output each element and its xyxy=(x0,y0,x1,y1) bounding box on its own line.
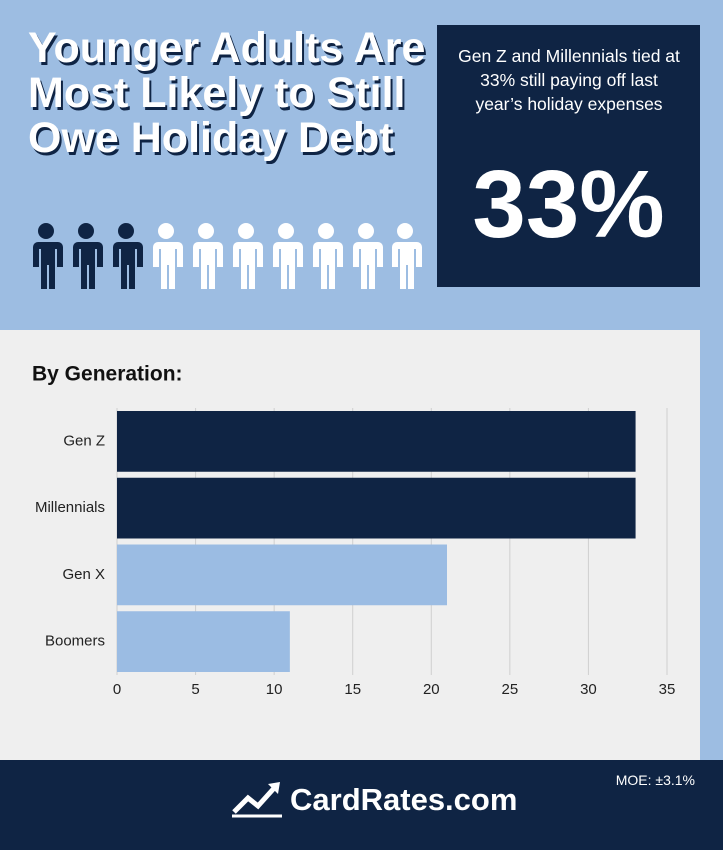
x-tick-label: 0 xyxy=(113,681,121,698)
bar xyxy=(117,477,636,539)
brand: CardRates.com xyxy=(290,782,518,817)
y-tick-label: Gen X xyxy=(62,566,105,583)
x-tick-label: 25 xyxy=(502,681,519,698)
x-tick-label: 20 xyxy=(423,681,440,698)
people-icons xyxy=(33,223,422,289)
logo-icon xyxy=(232,782,282,818)
footer xyxy=(0,760,723,850)
callout-text: Gen Z and Millennials tied at 33% still … xyxy=(458,46,680,114)
callout-box xyxy=(437,25,700,287)
y-tick-label: Gen Z xyxy=(63,432,105,449)
bar xyxy=(117,611,290,672)
x-tick-label: 10 xyxy=(266,681,283,698)
moe-note: MOE: ±3.1% xyxy=(615,772,695,788)
y-tick-label: Boomers xyxy=(45,633,105,650)
bar xyxy=(117,544,447,606)
headline: Younger Adults Are Most Likely to Still … xyxy=(28,24,426,162)
chart: By Generation: 0 5 10 15 20 25 30 35 Gen Z Millen… xyxy=(32,363,676,698)
bar xyxy=(117,411,636,472)
y-tick-label: Millennials xyxy=(35,499,105,516)
x-tick-label: 15 xyxy=(344,681,361,698)
big-stat: 33% xyxy=(472,151,665,258)
x-tick-label: 30 xyxy=(580,681,597,698)
chart-title: By Generation: xyxy=(32,363,183,386)
x-tick-label: 5 xyxy=(191,681,199,698)
x-tick-label: 35 xyxy=(659,681,676,698)
